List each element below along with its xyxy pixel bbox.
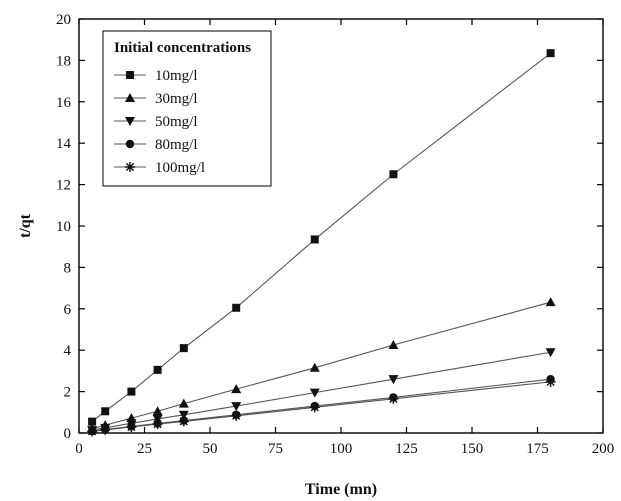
data-point-10mg-l	[88, 417, 97, 426]
data-point-50mg-l	[545, 348, 556, 358]
x-tick-label: 50	[203, 441, 218, 457]
y-tick-label: 16	[56, 95, 72, 111]
data-point-30mg-l	[309, 362, 320, 372]
y-tick-label: 18	[56, 53, 71, 69]
data-point-30mg-l	[388, 340, 399, 350]
legend-marker-50mg-l	[125, 117, 135, 126]
y-tick-label: 4	[64, 343, 72, 359]
x-axis-label: Time (mn)	[305, 481, 377, 498]
data-point-30mg-l	[152, 406, 163, 416]
legend-label: 30mg/l	[155, 91, 198, 107]
data-point-30mg-l	[231, 384, 242, 394]
data-point-50mg-l	[231, 402, 242, 412]
series-30mg-l	[87, 297, 556, 433]
legend-item-10mg-l: 10mg/l	[114, 68, 198, 84]
legend-label: 10mg/l	[155, 68, 198, 84]
y-tick-label: 14	[56, 136, 72, 152]
data-point-100mg-l	[231, 410, 242, 421]
x-tick-label: 100	[330, 441, 353, 457]
legend-marker-30mg-l	[125, 93, 135, 102]
legend-item-50mg-l: 50mg/l	[114, 114, 198, 130]
x-tick-label: 0	[75, 441, 83, 457]
legend-item-30mg-l: 30mg/l	[114, 91, 198, 107]
y-tick-label: 10	[56, 219, 71, 235]
data-point-10mg-l	[179, 344, 188, 353]
legend-label: 80mg/l	[155, 137, 198, 153]
x-tick-label: 25	[137, 441, 152, 457]
legend-label: 50mg/l	[155, 114, 198, 130]
y-tick-label: 6	[64, 302, 72, 318]
data-point-10mg-l	[153, 365, 162, 374]
axis-ticks: 0 25 50 75 100 125 150 175 200 0 2 4 6 8 10 12 14 16 18 20	[56, 12, 614, 457]
data-point-50mg-l	[178, 410, 189, 420]
data-point-10mg-l	[101, 407, 110, 416]
legend-marker-100mg-l	[125, 162, 135, 172]
data-point-100mg-l	[178, 416, 189, 427]
x-tick-label: 125	[395, 441, 418, 457]
legend-item-80mg-l: 80mg/l	[114, 137, 198, 153]
legend-title: Initial concentrations	[114, 40, 251, 56]
x-tick-label: 150	[461, 441, 484, 457]
x-tick-label: 75	[268, 441, 283, 457]
y-tick-label: 8	[64, 260, 72, 276]
legend-marker-80mg-l	[125, 139, 135, 149]
series-line-30mg-l	[91, 301, 551, 430]
y-tick-label: 2	[64, 385, 72, 401]
y-tick-label: 20	[56, 12, 71, 28]
legend: Initial concentrations 10mg/l 30mg/l 50mg/…	[102, 30, 272, 187]
x-tick-label: 175	[526, 441, 549, 457]
data-point-10mg-l	[310, 235, 319, 244]
data-point-100mg-l	[126, 421, 137, 432]
legend-box	[102, 30, 272, 187]
data-point-30mg-l	[178, 398, 189, 408]
data-point-100mg-l	[388, 393, 399, 404]
data-point-10mg-l	[389, 170, 398, 179]
x-tick-label: 200	[592, 441, 615, 457]
data-point-100mg-l	[152, 419, 163, 430]
data-point-100mg-l	[309, 402, 320, 413]
legend-marker-10mg-l	[126, 71, 134, 79]
y-tick-label: 12	[56, 178, 71, 194]
data-point-50mg-l	[388, 375, 399, 385]
data-point-30mg-l	[545, 297, 556, 307]
legend-item-100mg-l: 100mg/l	[114, 160, 205, 176]
data-point-100mg-l	[87, 426, 98, 437]
data-point-10mg-l	[232, 303, 241, 312]
data-point-50mg-l	[309, 388, 320, 398]
series-line-50mg-l	[92, 351, 551, 431]
data-point-10mg-l	[546, 49, 555, 58]
series-group	[87, 49, 556, 437]
y-tick-label: 0	[64, 426, 72, 442]
y-axis-label: t/qt	[17, 213, 34, 238]
series-10mg-l	[88, 49, 555, 426]
legend-label: 100mg/l	[155, 160, 205, 176]
series-100mg-l	[87, 376, 556, 437]
data-point-10mg-l	[127, 387, 136, 396]
data-point-100mg-l	[545, 376, 556, 387]
data-point-100mg-l	[100, 424, 111, 435]
